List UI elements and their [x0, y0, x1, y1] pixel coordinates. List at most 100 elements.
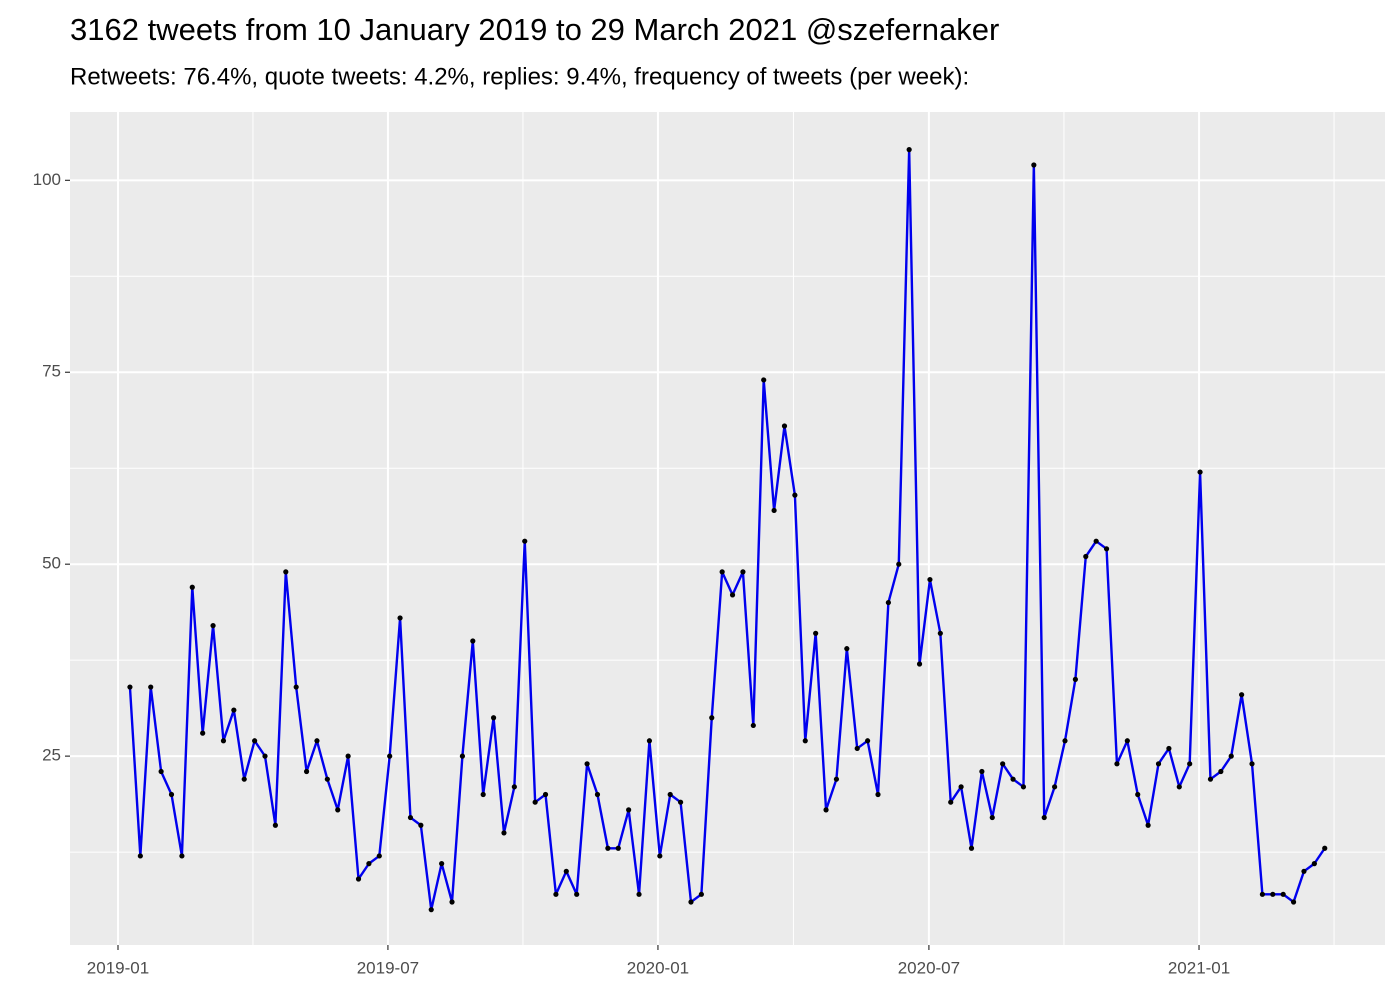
point — [252, 738, 258, 744]
point — [1176, 784, 1182, 790]
point — [355, 876, 362, 882]
point — [387, 753, 393, 759]
chart-title: 3162 tweets from 10 January 2019 to 29 M… — [70, 12, 999, 47]
point — [1114, 761, 1120, 767]
point — [1259, 891, 1266, 897]
point — [1020, 784, 1027, 790]
point — [1239, 692, 1245, 698]
point — [761, 377, 767, 383]
point — [875, 791, 881, 798]
point — [937, 630, 943, 636]
point — [626, 807, 632, 813]
point — [605, 845, 611, 851]
point — [1155, 761, 1162, 767]
point — [324, 776, 330, 782]
point — [1135, 791, 1141, 798]
point — [1103, 546, 1110, 552]
point — [916, 661, 923, 667]
point — [366, 861, 372, 867]
point — [1000, 761, 1006, 767]
point — [1041, 814, 1047, 821]
point — [563, 868, 569, 874]
point — [1207, 776, 1214, 782]
point — [1218, 768, 1224, 775]
point — [293, 684, 299, 690]
point — [459, 753, 466, 759]
point — [657, 853, 663, 859]
point — [802, 738, 808, 744]
point — [646, 738, 653, 744]
point — [1124, 738, 1130, 744]
x-tick-label: 2021-01 — [1168, 958, 1230, 977]
point — [927, 576, 933, 583]
point — [1290, 899, 1297, 905]
point — [1166, 745, 1172, 752]
point — [865, 738, 871, 744]
point — [1093, 538, 1099, 544]
point — [335, 807, 341, 813]
point — [1072, 676, 1078, 682]
point — [906, 147, 912, 153]
point — [480, 791, 486, 798]
point — [231, 707, 237, 713]
point — [688, 899, 694, 905]
point — [272, 822, 279, 828]
point — [200, 730, 206, 736]
point — [1083, 553, 1089, 560]
point — [636, 891, 642, 897]
point — [189, 584, 195, 590]
line — [128, 148, 1326, 911]
point — [428, 907, 434, 913]
point — [989, 814, 995, 821]
point — [1052, 784, 1058, 790]
point — [1311, 861, 1317, 867]
point — [958, 784, 964, 790]
point — [833, 776, 840, 782]
point — [303, 768, 310, 775]
point — [418, 822, 424, 828]
point — [615, 845, 621, 851]
point — [1301, 868, 1307, 874]
point — [667, 791, 673, 798]
point — [968, 845, 975, 851]
point — [407, 814, 414, 821]
point — [574, 891, 580, 897]
point — [1145, 822, 1151, 828]
point — [501, 830, 507, 836]
point — [470, 638, 476, 644]
point — [148, 684, 154, 690]
point — [127, 684, 133, 690]
point — [542, 791, 549, 798]
plot-background — [70, 112, 1385, 945]
x-tick-label: 2020-07 — [898, 958, 960, 977]
point — [490, 715, 497, 721]
point — [1270, 891, 1276, 897]
point — [854, 745, 860, 752]
point — [158, 768, 164, 775]
point — [719, 569, 725, 575]
point — [729, 592, 736, 598]
point — [1197, 469, 1203, 475]
point — [584, 761, 590, 767]
point — [948, 799, 954, 805]
point — [532, 799, 538, 805]
point — [1187, 761, 1193, 767]
point — [1322, 845, 1328, 851]
point — [511, 784, 517, 790]
point — [345, 753, 351, 759]
point — [771, 507, 777, 514]
point — [844, 646, 850, 652]
point — [314, 738, 320, 744]
point — [750, 722, 756, 729]
point — [677, 799, 684, 805]
point — [813, 630, 819, 636]
point — [885, 599, 891, 606]
x-tick-label: 2019-01 — [87, 958, 149, 977]
y-tick-label: 75 — [42, 362, 61, 381]
point — [740, 569, 746, 575]
point — [823, 807, 829, 813]
point — [1010, 776, 1016, 782]
point — [262, 753, 268, 759]
y-tick-label: 50 — [42, 554, 61, 573]
